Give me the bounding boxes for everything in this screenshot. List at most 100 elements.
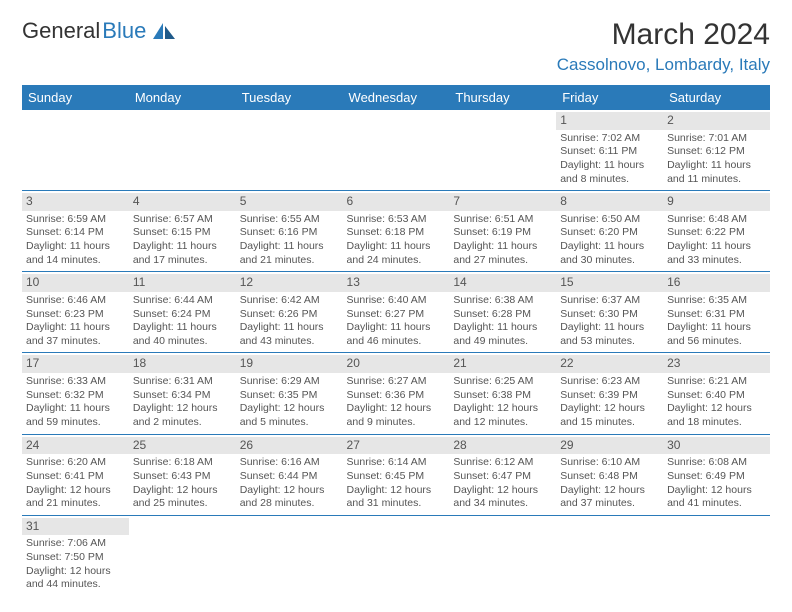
calendar-cell: 4 Sunrise: 6:57 AMSunset: 6:15 PMDaylight… bbox=[129, 191, 236, 272]
sunrise-text: Sunrise: 7:06 AM bbox=[26, 537, 125, 551]
calendar-cell: 6Sunrise: 6:53 AMSunset: 6:18 PMDaylight… bbox=[343, 191, 450, 272]
sunrise-text: Sunrise: 6:31 AM bbox=[133, 375, 232, 389]
weekday-header: Tuesday bbox=[236, 85, 343, 110]
sunset-text: Sunset: 6:28 PM bbox=[453, 308, 552, 322]
sunset-text: Sunset: 6:14 PM bbox=[26, 226, 125, 240]
daylight-text: Daylight: 12 hours and 34 minutes. bbox=[453, 484, 552, 511]
calendar-cell: 9 Sunrise: 6:48 AMSunset: 6:22 PMDaylight… bbox=[663, 191, 770, 272]
calendar-cell: 28Sunrise: 6:12 AMSunset: 6:47 PMDayligh… bbox=[449, 434, 556, 515]
sunset-text: Sunset: 6:38 PM bbox=[453, 389, 552, 403]
day-number: 27 bbox=[343, 437, 450, 455]
day-info: Sunrise: 6:10 AMSunset: 6:48 PMDaylight:… bbox=[560, 456, 659, 511]
daylight-text: Daylight: 12 hours and 5 minutes. bbox=[240, 402, 339, 429]
calendar-cell bbox=[236, 515, 343, 596]
sunrise-text: Sunrise: 6:21 AM bbox=[667, 375, 766, 389]
daylight-text: Daylight: 12 hours and 44 minutes. bbox=[26, 565, 125, 592]
day-number: 9 bbox=[663, 193, 770, 211]
sunset-text: Sunset: 6:36 PM bbox=[347, 389, 446, 403]
day-info: Sunrise: 6:16 AMSunset: 6:44 PMDaylight:… bbox=[240, 456, 339, 511]
day-info: Sunrise: 6:37 AMSunset: 6:30 PMDaylight:… bbox=[560, 294, 659, 349]
calendar-cell: 10Sunrise: 6:46 AMSunset: 6:23 PMDayligh… bbox=[22, 272, 129, 353]
day-info: Sunrise: 6:35 AMSunset: 6:31 PMDaylight:… bbox=[667, 294, 766, 349]
sunset-text: Sunset: 6:43 PM bbox=[133, 470, 232, 484]
day-info: Sunrise: 6:27 AMSunset: 6:36 PMDaylight:… bbox=[347, 375, 446, 430]
weekday-header: Sunday bbox=[22, 85, 129, 110]
sunset-text: Sunset: 6:47 PM bbox=[453, 470, 552, 484]
daylight-text: Daylight: 12 hours and 25 minutes. bbox=[133, 484, 232, 511]
daylight-text: Daylight: 11 hours and 14 minutes. bbox=[26, 240, 125, 267]
sunrise-text: Sunrise: 6:20 AM bbox=[26, 456, 125, 470]
daylight-text: Daylight: 12 hours and 12 minutes. bbox=[453, 402, 552, 429]
sunrise-text: Sunrise: 6:38 AM bbox=[453, 294, 552, 308]
day-number: 16 bbox=[663, 274, 770, 292]
day-number: 4 bbox=[129, 193, 236, 211]
day-number: 12 bbox=[236, 274, 343, 292]
calendar-cell: 8 Sunrise: 6:50 AMSunset: 6:20 PMDaylight… bbox=[556, 191, 663, 272]
calendar-cell: 24Sunrise: 6:20 AMSunset: 6:41 PMDayligh… bbox=[22, 434, 129, 515]
sunset-text: Sunset: 6:22 PM bbox=[667, 226, 766, 240]
sunrise-text: Sunrise: 6:51 AM bbox=[453, 213, 552, 227]
calendar-cell: 1 Sunrise: 7:02 AMSunset: 6:11 PMDaylight… bbox=[556, 110, 663, 191]
day-info: Sunrise: 7:06 AMSunset: 7:50 PMDaylight:… bbox=[26, 537, 125, 592]
calendar-cell: 25Sunrise: 6:18 AMSunset: 6:43 PMDayligh… bbox=[129, 434, 236, 515]
day-info: Sunrise: 7:01 AMSunset: 6:12 PMDaylight:… bbox=[667, 132, 766, 187]
daylight-text: Daylight: 11 hours and 17 minutes. bbox=[133, 240, 232, 267]
calendar-cell: 3Sunrise: 6:59 AMSunset: 6:14 PMDaylight… bbox=[22, 191, 129, 272]
daylight-text: Daylight: 11 hours and 33 minutes. bbox=[667, 240, 766, 267]
day-info: Sunrise: 6:20 AMSunset: 6:41 PMDaylight:… bbox=[26, 456, 125, 511]
sunset-text: Sunset: 6:16 PM bbox=[240, 226, 339, 240]
calendar-cell: 19 Sunrise: 6:29 AMSunset: 6:35 PMDayligh… bbox=[236, 353, 343, 434]
calendar-cell bbox=[663, 515, 770, 596]
day-number: 5 bbox=[236, 193, 343, 211]
sunrise-text: Sunrise: 7:01 AM bbox=[667, 132, 766, 146]
day-info: Sunrise: 6:31 AMSunset: 6:34 PMDaylight:… bbox=[133, 375, 232, 430]
daylight-text: Daylight: 11 hours and 24 minutes. bbox=[347, 240, 446, 267]
daylight-text: Daylight: 12 hours and 31 minutes. bbox=[347, 484, 446, 511]
day-number: 23 bbox=[663, 355, 770, 373]
sunset-text: Sunset: 6:32 PM bbox=[26, 389, 125, 403]
day-number: 24 bbox=[22, 437, 129, 455]
sunset-text: Sunset: 6:24 PM bbox=[133, 308, 232, 322]
day-info: Sunrise: 6:57 AMSunset: 6:15 PMDaylight:… bbox=[133, 213, 232, 268]
sunset-text: Sunset: 7:50 PM bbox=[26, 551, 125, 565]
sunset-text: Sunset: 6:19 PM bbox=[453, 226, 552, 240]
sunrise-text: Sunrise: 6:40 AM bbox=[347, 294, 446, 308]
sunset-text: Sunset: 6:40 PM bbox=[667, 389, 766, 403]
calendar-row: 3Sunrise: 6:59 AMSunset: 6:14 PMDaylight… bbox=[22, 191, 770, 272]
calendar-cell: 23Sunrise: 6:21 AMSunset: 6:40 PMDayligh… bbox=[663, 353, 770, 434]
calendar-cell: 2 Sunrise: 7:01 AMSunset: 6:12 PMDaylight… bbox=[663, 110, 770, 191]
day-info: Sunrise: 6:51 AMSunset: 6:19 PMDaylight:… bbox=[453, 213, 552, 268]
sunrise-text: Sunrise: 6:10 AM bbox=[560, 456, 659, 470]
daylight-text: Daylight: 11 hours and 49 minutes. bbox=[453, 321, 552, 348]
daylight-text: Daylight: 12 hours and 28 minutes. bbox=[240, 484, 339, 511]
calendar-cell: 14 Sunrise: 6:38 AMSunset: 6:28 PMDayligh… bbox=[449, 272, 556, 353]
day-number: 18 bbox=[129, 355, 236, 373]
day-number: 8 bbox=[556, 193, 663, 211]
sunrise-text: Sunrise: 6:55 AM bbox=[240, 213, 339, 227]
calendar-cell: 5Sunrise: 6:55 AMSunset: 6:16 PMDaylight… bbox=[236, 191, 343, 272]
calendar-cell: 15Sunrise: 6:37 AMSunset: 6:30 PMDayligh… bbox=[556, 272, 663, 353]
sunrise-text: Sunrise: 6:29 AM bbox=[240, 375, 339, 389]
sunset-text: Sunset: 6:12 PM bbox=[667, 145, 766, 159]
daylight-text: Daylight: 11 hours and 37 minutes. bbox=[26, 321, 125, 348]
daylight-text: Daylight: 11 hours and 11 minutes. bbox=[667, 159, 766, 186]
calendar-cell bbox=[556, 515, 663, 596]
calendar-cell bbox=[449, 515, 556, 596]
day-number: 7 bbox=[449, 193, 556, 211]
day-number: 3 bbox=[22, 193, 129, 211]
day-number: 17 bbox=[22, 355, 129, 373]
day-info: Sunrise: 6:12 AMSunset: 6:47 PMDaylight:… bbox=[453, 456, 552, 511]
day-info: Sunrise: 7:02 AMSunset: 6:11 PMDaylight:… bbox=[560, 132, 659, 187]
day-info: Sunrise: 6:08 AMSunset: 6:49 PMDaylight:… bbox=[667, 456, 766, 511]
sunset-text: Sunset: 6:34 PM bbox=[133, 389, 232, 403]
day-number: 2 bbox=[663, 112, 770, 130]
day-number: 14 bbox=[449, 274, 556, 292]
logo-sail-icon bbox=[151, 21, 177, 41]
sunset-text: Sunset: 6:35 PM bbox=[240, 389, 339, 403]
sunrise-text: Sunrise: 6:44 AM bbox=[133, 294, 232, 308]
day-info: Sunrise: 6:50 AMSunset: 6:20 PMDaylight:… bbox=[560, 213, 659, 268]
day-info: Sunrise: 6:48 AMSunset: 6:22 PMDaylight:… bbox=[667, 213, 766, 268]
day-info: Sunrise: 6:33 AMSunset: 6:32 PMDaylight:… bbox=[26, 375, 125, 430]
day-number: 19 bbox=[236, 355, 343, 373]
day-number: 1 bbox=[556, 112, 663, 130]
